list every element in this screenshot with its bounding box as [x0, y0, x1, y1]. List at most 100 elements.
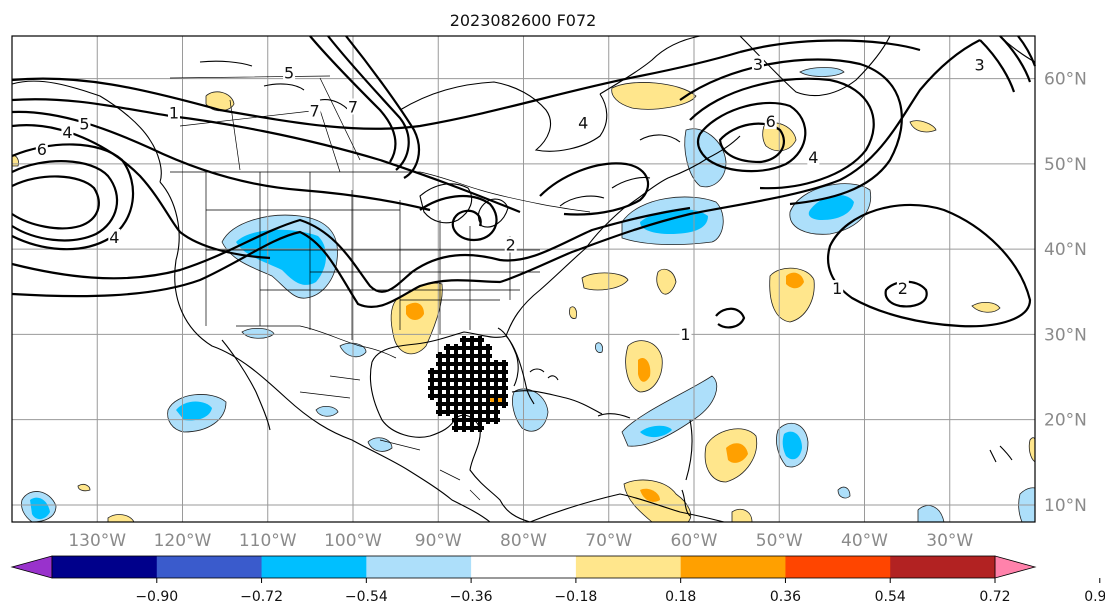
longitude-label: 60°W — [671, 531, 718, 551]
hatch-marker — [484, 376, 492, 384]
latitude-label: 30°N — [1044, 325, 1087, 345]
contour-label-bg — [347, 98, 359, 115]
shade-negative-mid-atlantic-core — [808, 195, 854, 220]
contour-label-bg — [283, 64, 296, 81]
longitude-label: 70°W — [585, 531, 632, 551]
hatch-marker — [476, 384, 484, 392]
hatch-marker — [460, 384, 468, 392]
hatch-marker — [436, 400, 444, 408]
contour-iceland-low — [979, 35, 1037, 93]
hatch-marker — [492, 384, 500, 392]
hatch-marker — [428, 384, 436, 392]
hatch-marker — [436, 360, 444, 368]
hatch-marker — [460, 424, 468, 432]
hatch-marker — [484, 392, 492, 400]
contour-label-bg — [78, 115, 91, 132]
colorbar-segment — [890, 556, 996, 578]
contour-label: 7 — [348, 97, 358, 116]
hatch-marker — [444, 344, 452, 352]
hatch-marker — [484, 344, 492, 352]
contour-label: 2 — [898, 279, 908, 298]
contour-label-bg — [167, 104, 180, 121]
mexico-gulf-coast — [369, 361, 531, 523]
contour-label: 1 — [680, 325, 690, 344]
longitude-label: 30°W — [926, 531, 973, 551]
hatch-marker — [476, 400, 484, 408]
hatch-marker — [460, 368, 468, 376]
hatch-marker — [444, 408, 452, 416]
hatch-marker — [452, 392, 460, 400]
great-lakes-superior — [419, 183, 473, 224]
shade-negative-newfoundland-core — [640, 209, 708, 234]
hatch-marker — [452, 344, 460, 352]
contour-pacific-low-3 — [11, 175, 100, 230]
hatch-marker — [460, 360, 468, 368]
shade-negative-sw-us-core — [236, 229, 327, 285]
map-frame — [11, 35, 1036, 523]
shade-positive-central-atlantic-core — [786, 272, 804, 289]
canada-province-lines — [169, 75, 361, 173]
hatch-marker — [468, 384, 476, 392]
contour-labrador-low-inner — [718, 122, 785, 164]
contour-label: 3 — [753, 55, 763, 74]
hatch-marker-cluster — [428, 336, 508, 432]
hatch-marker — [452, 416, 460, 424]
hatch-marker — [468, 360, 476, 368]
longitude-label: 100°W — [324, 531, 382, 551]
colorbar-segment — [471, 556, 577, 578]
colorbar-tick-label: −0.36 — [450, 589, 493, 605]
hatch-marker — [460, 336, 468, 344]
gulf-coast — [371, 331, 535, 405]
contour-azores-high — [826, 203, 1032, 328]
colorbar-segment — [261, 556, 367, 578]
contour-southern-trough — [11, 206, 691, 293]
shade-negative-lesser-antilles — [621, 375, 718, 447]
contour-label: 5 — [79, 115, 89, 134]
latitude-label: 50°N — [1044, 155, 1087, 175]
hatch-marker — [476, 336, 484, 344]
hatch-marker — [468, 416, 476, 424]
shade-negative-greenland-south — [799, 67, 845, 77]
hatch-marker — [468, 376, 476, 384]
hudson-bay — [399, 81, 608, 152]
contour-label: 1 — [169, 103, 179, 122]
hatch-marker — [500, 392, 508, 400]
hatch-marker — [484, 384, 492, 392]
colorbar-tick-label: 0.18 — [665, 589, 696, 605]
longitude-label: 40°W — [841, 531, 888, 551]
contour-1-north — [11, 50, 741, 130]
baffin-coast — [599, 35, 701, 95]
contour-label-bg — [577, 114, 590, 131]
contour-northern-trough-3 — [345, 35, 421, 179]
shade-positive-small-offshore — [569, 306, 577, 319]
hatch-marker — [460, 392, 468, 400]
hatch-marker — [452, 408, 460, 416]
hatch-marker — [436, 352, 444, 360]
hatch-marker — [476, 408, 484, 416]
contour-northern-trough-1 — [309, 35, 397, 163]
latitude-label: 60°N — [1044, 70, 1087, 90]
pacific-coastline — [159, 181, 491, 523]
hatch-marker — [436, 392, 444, 400]
hatch-marker — [444, 384, 452, 392]
baja-peninsula — [221, 339, 271, 431]
colorbar-tick-label: 0.54 — [875, 589, 906, 605]
hatch-marker — [492, 360, 500, 368]
contour-label-bg — [308, 102, 321, 119]
hatch-marker — [452, 368, 460, 376]
contour-label: 6 — [37, 140, 47, 159]
shade-positive-east-atlantic — [971, 302, 1001, 313]
hatch-marker — [468, 368, 476, 376]
contour-label: 6 — [766, 112, 776, 131]
contour-labrador-low-outer — [696, 101, 807, 173]
colorbar-segment — [680, 556, 786, 578]
longitude-label: 110°W — [239, 531, 297, 551]
hatch-marker — [444, 360, 452, 368]
hatch-marker — [468, 424, 476, 432]
hatch-marker — [492, 376, 500, 384]
hatch-marker — [492, 416, 500, 424]
contour-pacific-low-2 — [11, 160, 118, 242]
shade-negative-small-atlantic — [837, 486, 851, 499]
hatch-marker — [476, 392, 484, 400]
